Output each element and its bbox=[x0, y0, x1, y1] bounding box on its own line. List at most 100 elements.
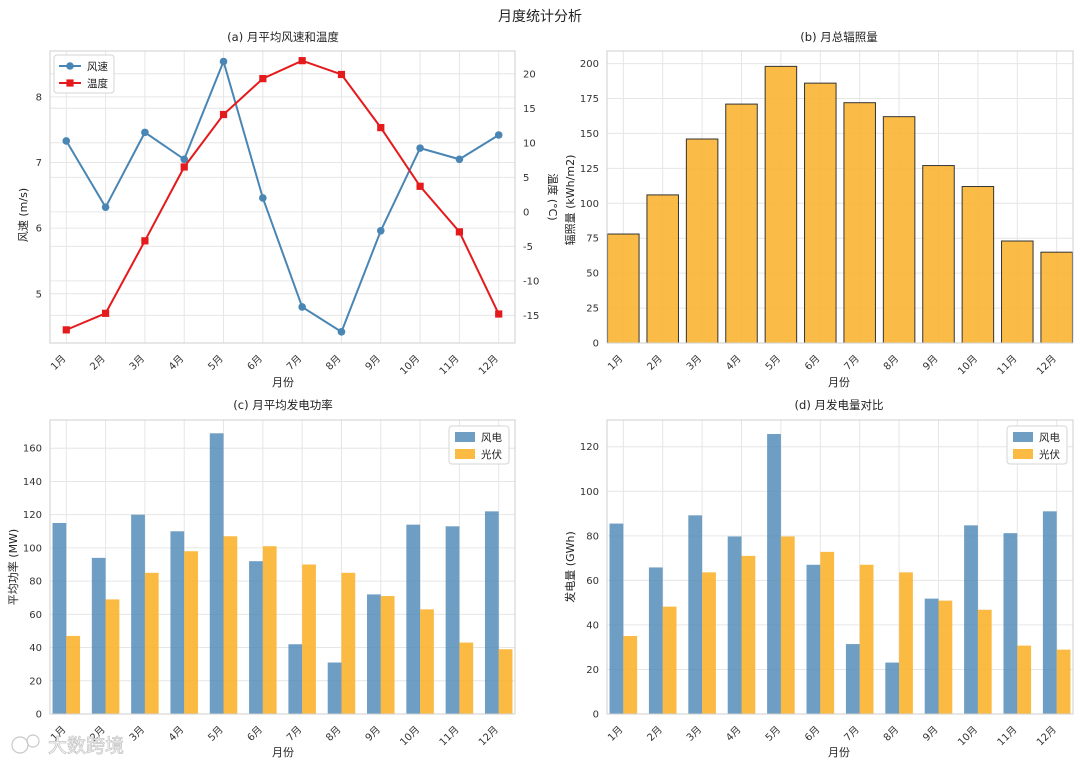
panel-d-solar-bar bbox=[899, 572, 913, 714]
panel-d-x-tick-label: 9月 bbox=[921, 724, 941, 744]
panel-d-solar-bar bbox=[702, 572, 716, 714]
wind-speed-point bbox=[219, 57, 228, 66]
panel-b-y-tick-label: 175 bbox=[580, 94, 599, 105]
panel-c-wind-bar bbox=[131, 514, 145, 714]
panel-c-x-tick-label: 6月 bbox=[245, 724, 265, 744]
panel-a-x-tick-label: 9月 bbox=[363, 353, 383, 373]
panel-d-solar-bar bbox=[780, 536, 795, 714]
panel-d-legend-label: 风电 bbox=[1039, 431, 1061, 444]
panel-a-axes-frame bbox=[49, 50, 516, 344]
panel-c-y-tick-label: 60 bbox=[29, 610, 42, 621]
panel-a-y-axis-label: 风速 (m/s) bbox=[17, 188, 30, 242]
panel-c-legend-label: 光伏 bbox=[481, 448, 502, 461]
panel-c-average-power-chart: (c) 月平均发电功率 月份 平均功率 (MW) 0 20 40 60 80 100 120… bbox=[6, 398, 516, 759]
panel-d-wind-bar bbox=[727, 536, 742, 714]
panel-d-wind-bar bbox=[885, 662, 900, 714]
watermark-text: 大数跨境 bbox=[48, 735, 124, 757]
panel-d-y-tick-label: 100 bbox=[580, 487, 599, 498]
panel-d-x-axis-label: 月份 bbox=[828, 746, 850, 759]
panel-c-solar-bar bbox=[262, 546, 277, 714]
panel-c-legend-label: 风电 bbox=[481, 431, 502, 444]
watermark-logo-ring-icon bbox=[26, 734, 40, 748]
panel-d-wind-bar bbox=[609, 523, 624, 714]
panel-b-irradiance-bar bbox=[685, 138, 719, 344]
panel-d-x-tick-label: 3月 bbox=[684, 724, 704, 744]
panel-b-irradiance-bar bbox=[646, 194, 679, 344]
temperature-point bbox=[180, 163, 188, 171]
panel-b-x-tick-label: 7月 bbox=[842, 353, 862, 373]
panel-a-legend-label: 风速 bbox=[87, 61, 108, 73]
panel-c-y-tick-label: 160 bbox=[23, 444, 42, 455]
panel-b-irradiance-bar bbox=[1001, 240, 1034, 344]
panel-c-x-tick-label: 8月 bbox=[324, 724, 344, 744]
panel-a-x-tick-label: 7月 bbox=[284, 353, 304, 373]
panel-d-x-tick-label: 4月 bbox=[724, 724, 744, 744]
temperature-point bbox=[495, 310, 503, 318]
panel-c-x-tick-label: 9月 bbox=[363, 724, 383, 744]
panel-a-y2-tick-label: 5 bbox=[523, 173, 529, 184]
panel-b-x-tick-label: 10月 bbox=[955, 353, 980, 378]
panel-a-x-tick-label: 10月 bbox=[398, 353, 423, 378]
wind-speed-point bbox=[376, 226, 385, 235]
panel-c-wind-bar bbox=[170, 531, 185, 714]
legend-color-swatch bbox=[455, 449, 475, 459]
legend-square-marker bbox=[66, 79, 74, 87]
temperature-point bbox=[298, 57, 306, 65]
panel-d-legend-label: 光伏 bbox=[1039, 448, 1061, 461]
panel-c-x-tick-label: 11月 bbox=[437, 724, 462, 749]
panel-a-y2-tick-label: -5 bbox=[523, 242, 533, 253]
panel-c-y-tick-label: 0 bbox=[36, 710, 42, 721]
panel-d-x-tick-label: 1月 bbox=[605, 724, 625, 744]
panel-b-y-tick-label: 150 bbox=[580, 129, 599, 140]
panel-d-wind-bar bbox=[767, 434, 781, 714]
panel-d-title: (d) 月发电量对比 bbox=[795, 398, 884, 412]
watermark: 大数跨境 bbox=[11, 734, 124, 757]
panel-c-wind-bar bbox=[91, 557, 106, 714]
panel-b-title: (b) 月总辐照量 bbox=[800, 30, 877, 44]
panel-c-wind-bar bbox=[209, 433, 224, 714]
wind-speed-point bbox=[298, 303, 306, 311]
panel-d-solar-bar bbox=[662, 606, 677, 714]
panel-b-irradiance-bar bbox=[804, 82, 837, 344]
temperature-point bbox=[455, 228, 464, 236]
panel-d-y-tick-label: 120 bbox=[580, 442, 599, 453]
panel-a-y-tick-label: 8 bbox=[36, 92, 42, 103]
panel-c-y-tick-label: 140 bbox=[23, 477, 42, 488]
legend-color-swatch bbox=[1013, 449, 1033, 459]
temperature-point bbox=[219, 110, 228, 119]
panel-c-solar-bar bbox=[498, 649, 513, 714]
wind-speed-point bbox=[141, 128, 149, 137]
panel-a-y2-tick-label: -15 bbox=[523, 311, 539, 322]
panel-a-y2-axis-label: 温度 (°C) bbox=[546, 173, 560, 220]
panel-a-y2-tick-label: 0 bbox=[523, 207, 529, 218]
figure-title: 月度统计分析 bbox=[498, 9, 582, 25]
temperature-point bbox=[259, 75, 267, 83]
temperature-point bbox=[62, 326, 70, 334]
panel-a-y2-tick-label: 15 bbox=[523, 104, 536, 115]
panel-a-y2-tick-label: 10 bbox=[523, 138, 536, 149]
panel-b-x-tick-label: 5月 bbox=[763, 353, 783, 373]
panel-a-x-tick-label: 1月 bbox=[48, 353, 68, 373]
panel-a-y-tick-label: 5 bbox=[36, 289, 42, 300]
panel-b-y-tick-label: 25 bbox=[586, 304, 599, 315]
panel-d-wind-bar bbox=[688, 515, 703, 714]
panel-c-x-tick-label: 4月 bbox=[166, 724, 186, 744]
panel-c-solar-bar bbox=[184, 551, 198, 714]
panel-d-y-tick-label: 0 bbox=[593, 710, 599, 721]
panel-b-irradiance-bar bbox=[843, 102, 876, 344]
panel-b-y-tick-label: 75 bbox=[586, 234, 599, 245]
panel-a-wind-temperature-chart: (a) 月平均风速和温度 月份 风速 (m/s) 温度 (°C) 5 6 7 8 1月 2… bbox=[17, 30, 560, 389]
panel-a-x-axis-label: 月份 bbox=[272, 376, 294, 389]
panel-d-energy-comparison-chart: (d) 月发电量对比 月份 发电量 (GWh) 0 20 40 60 80 100 120 1… bbox=[563, 398, 1074, 759]
panel-d-solar-bar bbox=[623, 636, 638, 714]
panel-a-y-tick-label: 6 bbox=[36, 224, 42, 235]
wind-speed-point bbox=[416, 144, 424, 152]
panel-c-solar-bar bbox=[223, 536, 238, 714]
temperature-point bbox=[141, 237, 149, 245]
panel-d-x-tick-label: 8月 bbox=[881, 724, 901, 744]
panel-d-solar-bar bbox=[1017, 645, 1032, 714]
panel-b-irradiance-bar bbox=[764, 65, 798, 344]
panel-c-y-tick-label: 100 bbox=[23, 543, 42, 554]
panel-c-y-tick-label: 40 bbox=[29, 643, 42, 654]
